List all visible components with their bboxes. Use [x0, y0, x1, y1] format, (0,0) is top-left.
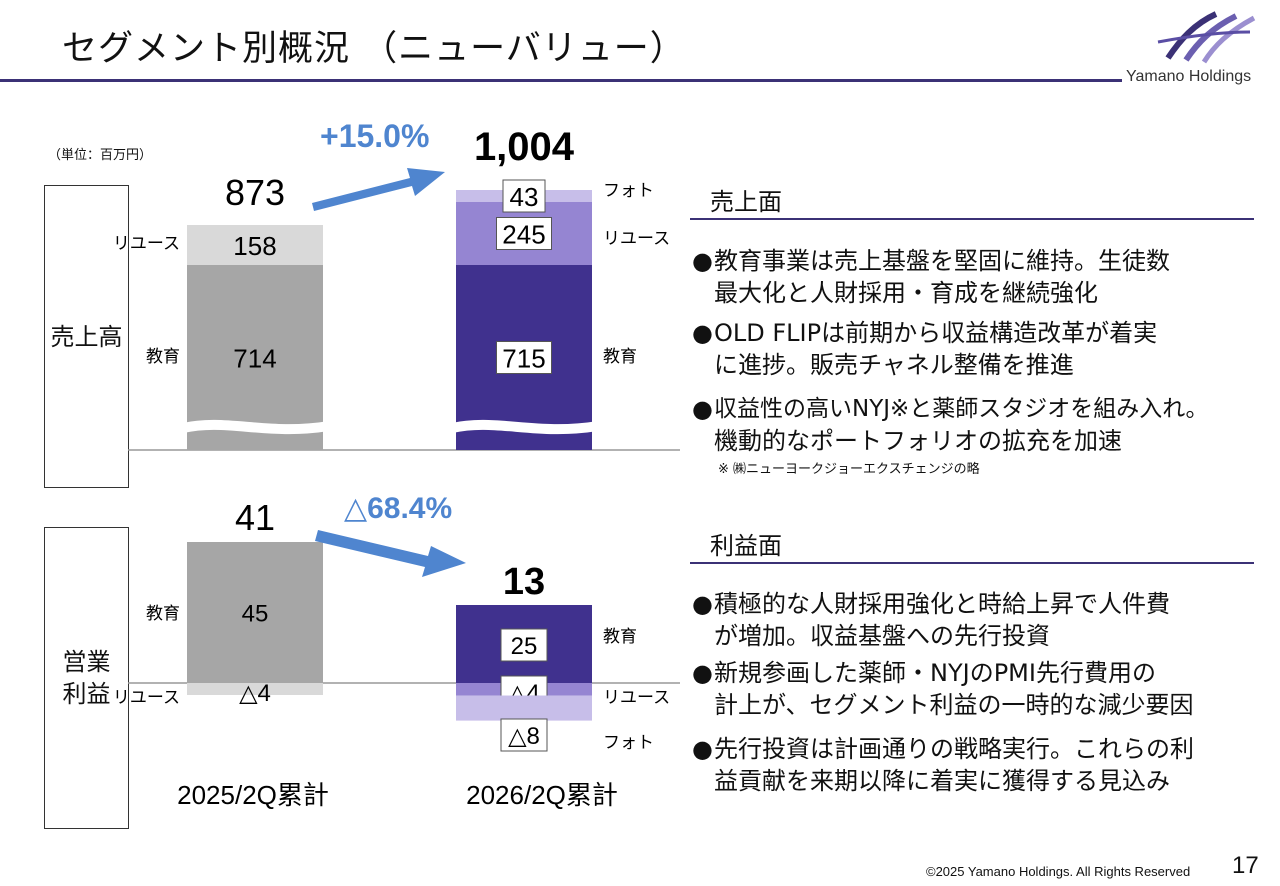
sales-bullet-1-line1: 教育事業は売上基盤を堅固に維持。生徒数: [714, 247, 1170, 275]
profit-data-label-box: [500, 718, 548, 752]
row-label-profit-line2: 利益: [62, 680, 111, 708]
sales-bullet-3-line2: 機動的なポートフォリオの拡充を加速: [714, 427, 1122, 455]
sales-bullet-2-line2: に進捗。販売チャネル整備を推進: [714, 351, 1074, 379]
row-label-sales: 売上高: [44, 185, 129, 488]
sales-bar-教育-0: [187, 265, 323, 450]
profit-bullet-3: ● 先行投資は計画通りの戦略実行。これらの利 益貢献を来期以降に着実に獲得する見…: [692, 733, 1252, 797]
sales-bullet-2-line1: OLD FLIPは前期から収益構造改革が着実: [714, 319, 1158, 347]
sales-data-label: 245: [502, 220, 545, 250]
bullet-dot-icon: ●: [692, 247, 713, 275]
profit-total-label: 41: [235, 497, 275, 538]
sales-series-label: リユース: [113, 234, 180, 253]
sales-data-label: 715: [502, 344, 545, 374]
sales-heading-rule: [690, 218, 1254, 220]
profit-bullet-3-line1: 先行投資は計画通りの戦略実行。これらの利: [714, 735, 1194, 763]
profit-data-label: △4: [239, 680, 271, 707]
profit-bar-フォト-1: [456, 695, 592, 721]
profit-bullet-2-line2: 計上が、セグメント利益の一時的な減少要因: [714, 691, 1194, 719]
sales-data-label-box: [496, 341, 552, 374]
row-label-sales-text: 売上高: [50, 322, 123, 351]
page-number: 17: [1232, 852, 1259, 879]
profit-bullet-2-line1: 新規参画した薬師・NYJのPMI先行費用の: [714, 659, 1156, 687]
bullet-dot-icon: ●: [692, 659, 713, 687]
page-title: セグメント別概況 （ニューバリュー）: [62, 29, 686, 69]
copyright: ©2025 Yamano Holdings. All Rights Reserv…: [926, 864, 1191, 879]
sales-bullet-3: ● 収益性の高いNYJ※と薬師スタジオを組み入れ。 機動的なポートフォリオの拡充…: [692, 393, 1272, 457]
profit-data-label: 25: [511, 633, 538, 660]
profit-bullet-3-line2: 益貢献を来期以降に着実に獲得する見込み: [714, 767, 1170, 795]
sales-bullet-1: ● 教育事業は売上基盤を堅固に維持。生徒数 最大化と人財採用・育成を継続強化: [692, 245, 1252, 309]
profit-series-label: 教育: [603, 627, 637, 646]
sales-growth-arrow-icon: [312, 168, 445, 211]
bullet-dot-icon: ●: [692, 395, 713, 423]
profit-bullet-1-line1: 積極的な人財採用強化と時給上昇で人件費: [714, 590, 1170, 618]
sales-series-label: 教育: [146, 347, 180, 366]
sales-series-label: フォト: [603, 181, 654, 200]
sales-growth-label: +15.0%: [320, 118, 429, 154]
profit-bullet-2: ● 新規参画した薬師・NYJのPMI先行費用の 計上が、セグメント利益の一時的な…: [692, 657, 1252, 721]
category-label: 2026/2Q累計: [466, 780, 618, 810]
row-label-profit: 営業 利益: [44, 527, 129, 829]
category-label: 2025/2Q累計: [177, 780, 329, 810]
profit-growth-label: △68.4%: [344, 492, 452, 525]
sales-total-label: 1,004: [474, 125, 575, 169]
profit-heading: 利益面: [710, 532, 782, 560]
profit-growth-arrow-icon: [315, 530, 466, 577]
sales-data-label: 158: [233, 231, 276, 261]
sales-total-label: 873: [225, 172, 285, 213]
profit-data-label: △8: [508, 723, 540, 750]
sales-series-label: リユース: [603, 229, 670, 248]
row-label-profit-line1: 営業: [62, 648, 111, 676]
bullet-dot-icon: ●: [692, 735, 713, 763]
unit-label: （単位：百万円）: [48, 148, 153, 163]
profit-data-label: 45: [242, 601, 269, 628]
sales-data-label: 43: [510, 182, 539, 212]
sales-series-label: 教育: [603, 347, 637, 366]
bullet-dot-icon: ●: [692, 590, 713, 618]
profit-total-label: 13: [503, 561, 545, 603]
sales-data-label-box: [502, 179, 546, 213]
sales-footnote: ※ ㈱ニューヨークジョーエクスチェンジの略: [718, 462, 980, 477]
sales-bullet-2: ● OLD FLIPは前期から収益構造改革が着実 に進捗。販売チャネル整備を推進: [692, 317, 1252, 381]
sales-data-label: 714: [233, 344, 276, 374]
profit-data-label-box: [500, 628, 548, 662]
profit-bar-リユース-0: [187, 683, 323, 695]
profit-bar-教育-0: [187, 542, 323, 683]
profit-bullet-1-line2: が増加。収益基盤への先行投資: [714, 622, 1050, 650]
profit-heading-rule: [690, 562, 1254, 564]
profit-bullet-1: ● 積極的な人財採用強化と時給上昇で人件費 が増加。収益基盤への先行投資: [692, 588, 1252, 652]
sales-bullet-1-line2: 最大化と人財採用・育成を継続強化: [714, 279, 1098, 307]
axis-break-icon: [181, 419, 330, 435]
axis-break-icon: [450, 419, 599, 435]
logo-mark-icon: [1150, 10, 1260, 72]
profit-series-label: リユース: [113, 688, 180, 707]
brand-name: Yamano Holdings: [1126, 68, 1252, 85]
sales-heading: 売上面: [710, 188, 782, 216]
sales-bar-リユース-0: [187, 225, 323, 265]
sales-bullet-3-line1: 収益性の高いNYJ※と薬師スタジオを組み入れ。: [714, 396, 1209, 422]
profit-series-label: 教育: [146, 604, 180, 623]
profit-series-label: フォト: [603, 733, 654, 752]
sales-data-label-box: [496, 217, 552, 250]
profit-series-label: リユース: [603, 688, 670, 707]
header-rule: [0, 79, 1122, 82]
bullet-dot-icon: ●: [692, 319, 713, 347]
